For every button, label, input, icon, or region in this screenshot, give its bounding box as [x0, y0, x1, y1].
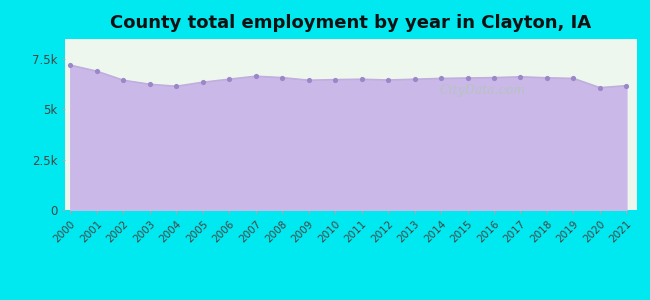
Point	[383, 78, 393, 82]
Point	[171, 84, 181, 89]
Point	[462, 76, 473, 80]
Point	[595, 85, 605, 90]
Point	[356, 77, 367, 82]
Point	[515, 74, 526, 79]
Point	[436, 76, 447, 81]
Point	[224, 77, 235, 82]
Point	[118, 78, 129, 82]
Point	[568, 76, 578, 81]
Point	[198, 80, 208, 85]
Point	[65, 63, 75, 68]
Point	[92, 69, 102, 74]
Point	[621, 83, 632, 88]
Point	[144, 82, 155, 87]
Point	[541, 75, 552, 80]
Text: CityData.com: CityData.com	[439, 84, 526, 97]
Point	[330, 77, 341, 82]
Point	[250, 74, 261, 79]
Point	[277, 75, 287, 80]
Title: County total employment by year in Clayton, IA: County total employment by year in Clayt…	[111, 14, 592, 32]
Point	[410, 77, 420, 82]
Point	[489, 75, 499, 80]
Point	[304, 78, 314, 82]
